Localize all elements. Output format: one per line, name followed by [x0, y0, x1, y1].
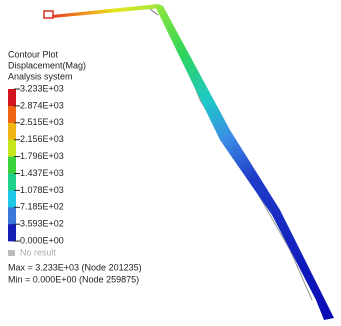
max-label: Max = 3.233E+03 (Node 201235) — [8, 262, 142, 272]
color-band — [8, 140, 16, 157]
legend-label: 2.874E+03 — [20, 100, 64, 110]
no-result-swatch — [8, 250, 15, 256]
color-band — [8, 174, 16, 191]
legend-label: 1.437E+03 — [20, 168, 64, 178]
min-label: Min = 0.000E+00 (Node 259875) — [8, 274, 139, 284]
part-end — [44, 11, 53, 18]
legend-title: Displacement(Mag) — [8, 60, 86, 70]
color-band — [8, 123, 16, 140]
legend-label: 1.796E+03 — [20, 151, 64, 161]
legend: Contour Plot Displacement(Mag) Analysis … — [8, 49, 142, 284]
beam-top — [52, 4, 162, 18]
viewport: Contour Plot Displacement(Mag) Analysis … — [0, 0, 341, 326]
legend-label: 1.078E+03 — [20, 185, 64, 195]
legend-label: 0.000E+00 — [20, 235, 64, 245]
color-band — [8, 207, 16, 224]
legend-label: 3.233E+03 — [20, 83, 64, 93]
color-bar: 3.233E+03 2.874E+03 2.515E+03 2.156E+03 1.79… — [8, 83, 64, 245]
undeformed-edge — [150, 9, 158, 15]
legend-label: 3.593E+02 — [20, 219, 64, 229]
color-band — [8, 224, 16, 241]
no-result-label: No result — [20, 247, 57, 257]
legend-title: Analysis system — [8, 71, 73, 81]
color-band — [8, 190, 16, 207]
legend-title: Contour Plot — [8, 49, 59, 59]
beam-column — [156, 4, 334, 320]
legend-label: 2.156E+03 — [20, 134, 64, 144]
model — [44, 4, 334, 320]
color-band — [8, 106, 16, 123]
legend-label: 2.515E+03 — [20, 117, 64, 127]
color-band — [8, 157, 16, 174]
color-band — [8, 89, 16, 106]
legend-label: 7.185E+02 — [20, 202, 64, 212]
